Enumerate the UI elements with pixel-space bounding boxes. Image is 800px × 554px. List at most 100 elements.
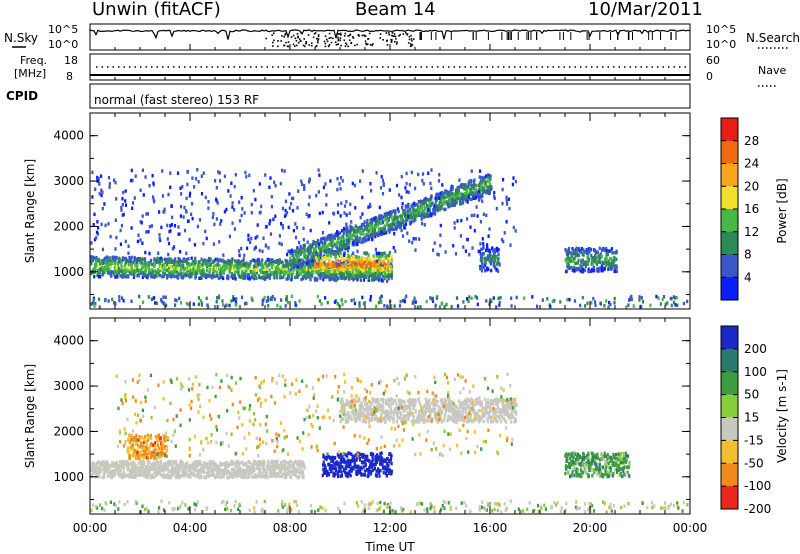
power-cell	[382, 220, 385, 225]
power-cell	[423, 209, 426, 214]
velocity-cell	[269, 471, 272, 475]
power-cell	[279, 305, 282, 309]
velocity-cell	[226, 464, 230, 468]
power-cell	[315, 241, 318, 245]
power-cell	[480, 256, 483, 260]
velocity-cell	[98, 475, 101, 479]
power-cell	[313, 249, 316, 254]
power-cell	[416, 305, 419, 309]
power-cell	[567, 264, 570, 268]
velocity-cell	[158, 463, 161, 468]
power-cell	[94, 257, 97, 261]
power-cell	[332, 239, 335, 243]
power-cell	[293, 263, 296, 268]
power-cell	[261, 299, 264, 303]
velocity-cell	[152, 461, 155, 466]
power-cell	[286, 263, 289, 268]
power-cell	[205, 273, 208, 277]
power-cell	[174, 303, 177, 307]
power-cell	[584, 304, 587, 308]
power-cell	[370, 278, 373, 282]
power-cell	[148, 267, 151, 272]
power-cell	[253, 276, 256, 281]
freq-scale-top: 18	[64, 54, 78, 67]
nsearch-dot	[385, 40, 388, 42]
power-cell	[352, 260, 356, 265]
power-cell	[283, 272, 286, 276]
power-cell	[356, 249, 359, 254]
power-cell	[403, 225, 406, 230]
power-cell	[375, 225, 378, 229]
power-cell	[268, 185, 271, 189]
power-cell	[343, 243, 346, 247]
power-cell	[596, 267, 599, 271]
power-cell	[424, 200, 427, 204]
velocity-cell	[215, 475, 218, 479]
power-cell	[213, 259, 216, 263]
power-cell	[317, 272, 320, 277]
power-cell	[356, 242, 359, 246]
power-cell	[340, 298, 343, 302]
power-cell	[290, 277, 293, 282]
power-cell	[130, 268, 133, 273]
power-cell	[91, 195, 94, 199]
velocity-cell	[278, 463, 281, 467]
power-cell	[346, 259, 349, 263]
power-cell	[133, 273, 136, 277]
nsearch-dot	[409, 45, 412, 47]
power-cell	[249, 240, 252, 245]
power-cell	[264, 261, 267, 266]
velocity-cell	[131, 467, 135, 472]
power-cell	[464, 183, 467, 187]
power-cell	[309, 267, 312, 271]
velocity-cell	[105, 466, 108, 471]
power-cell	[198, 269, 201, 273]
power-cell	[191, 268, 195, 273]
power-cell	[300, 179, 303, 183]
power-cell	[186, 261, 189, 265]
power-cell	[291, 272, 294, 277]
velocity-cell	[169, 460, 172, 465]
power-cell	[640, 296, 643, 300]
power-cell	[477, 194, 480, 198]
power-cell	[199, 298, 202, 303]
power-cell	[100, 261, 103, 265]
power-cell	[321, 231, 325, 235]
power-cell	[424, 196, 427, 201]
power-cell	[486, 188, 489, 193]
power-cell	[482, 179, 485, 183]
power-cell	[347, 238, 350, 242]
velocity-cell	[284, 465, 287, 469]
power-cell	[598, 266, 601, 271]
power-cell	[407, 214, 410, 219]
power-cell	[111, 261, 114, 265]
power-cell	[373, 261, 376, 265]
power-cell	[167, 274, 170, 278]
velocity-cell	[267, 459, 270, 464]
nave-label: Nave	[758, 64, 786, 77]
power-cell	[337, 234, 340, 238]
colorbar-segment	[721, 277, 738, 301]
nsearch-dot	[339, 32, 342, 35]
power-cell	[582, 248, 585, 252]
power-cell	[401, 217, 404, 222]
velocity-cell	[224, 461, 227, 465]
power-cell	[392, 218, 395, 222]
velocity-cell	[156, 471, 159, 476]
power-cell	[487, 179, 490, 183]
colorbar-tick-label: 8	[744, 248, 752, 262]
power-cell	[198, 276, 201, 280]
power-cell	[193, 260, 196, 264]
power-cell	[358, 301, 361, 305]
power-cell	[266, 275, 269, 279]
power-cell	[229, 194, 232, 198]
velocity-cell	[283, 463, 287, 467]
power-cell	[120, 208, 123, 212]
power-cell	[351, 181, 354, 186]
power-cell	[244, 301, 247, 306]
power-cell	[465, 297, 469, 301]
power-cell	[134, 174, 137, 178]
power-cell	[115, 197, 118, 201]
nsearch-dot	[369, 43, 372, 46]
power-cell	[335, 261, 338, 265]
